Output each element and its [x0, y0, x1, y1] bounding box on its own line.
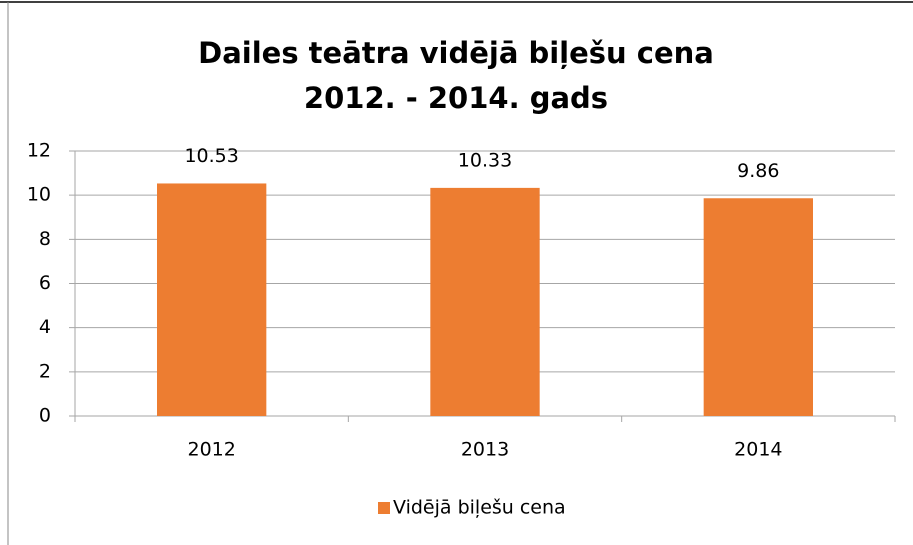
x-tick-label: 2013	[461, 439, 509, 461]
y-tick-label: 4	[39, 316, 51, 338]
legend-label: Vidējā biļešu cena	[393, 497, 566, 519]
y-tick-label: 6	[39, 272, 51, 294]
y-tick-label: 0	[39, 405, 51, 427]
bar	[157, 183, 267, 416]
y-tick-label: 12	[27, 140, 51, 162]
x-tick-label: 2014	[734, 439, 782, 461]
y-tick-label: 8	[39, 228, 51, 250]
chart-subtitle: 2012. - 2014. gads	[304, 81, 608, 115]
chart-title: Dailes teātra vidējā biļešu cena	[198, 36, 714, 70]
y-tick-label: 10	[27, 184, 51, 206]
data-label: 9.86	[737, 160, 779, 182]
data-label: 10.53	[184, 145, 238, 167]
bar	[703, 198, 813, 416]
x-tick-label: 2012	[187, 439, 235, 461]
data-label: 10.33	[458, 149, 512, 171]
y-tick-label: 2	[39, 360, 51, 382]
bar	[430, 187, 540, 416]
legend-swatch	[378, 502, 390, 514]
